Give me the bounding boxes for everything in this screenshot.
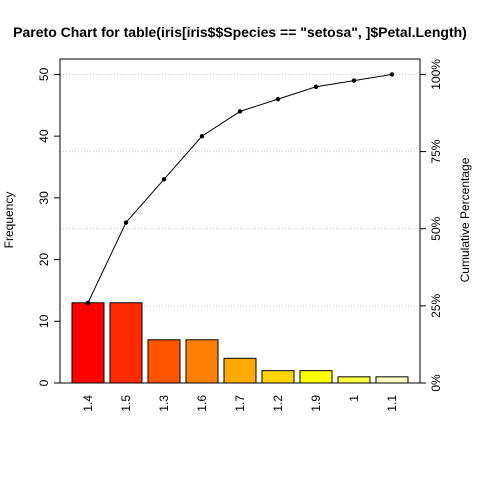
left-axis: 0 10 20 30 40 50 <box>37 67 60 386</box>
cumulative-point <box>314 85 318 89</box>
cumulative-point <box>86 301 90 305</box>
bar <box>72 303 104 383</box>
y-tick-label: 0 <box>37 379 51 386</box>
y-tick-label: 30 <box>37 191 51 205</box>
y-tick-label: 20 <box>37 253 51 267</box>
cumulative-point <box>124 220 128 224</box>
y-axis-label: Frequency <box>2 192 16 249</box>
bar <box>224 358 256 383</box>
cumulative-point <box>390 72 394 76</box>
y2-tick-label: 0% <box>429 374 443 392</box>
x-axis: 1.4 1.5 1.3 1.6 1.7 1.2 1.9 1 1.1 <box>81 395 399 412</box>
x-tick-label: 1.6 <box>195 395 209 412</box>
cumulative-point <box>238 109 242 113</box>
y2-axis-label: Cumulative Percentage <box>458 157 472 282</box>
x-tick-label: 1 <box>347 395 361 402</box>
bar <box>110 303 142 383</box>
bar <box>186 340 218 383</box>
gridlines <box>60 74 420 305</box>
cumulative-line-path <box>88 74 392 302</box>
y-tick-label: 40 <box>37 129 51 143</box>
right-axis: 0% 25% 50% 75% 100% <box>420 59 443 392</box>
x-tick-label: 1.1 <box>385 395 399 412</box>
cumulative-point <box>352 78 356 82</box>
x-tick-label: 1.4 <box>81 395 95 412</box>
cumulative-line <box>86 72 394 305</box>
cumulative-point <box>276 97 280 101</box>
x-tick-label: 1.2 <box>271 395 285 412</box>
y-tick-label: 10 <box>37 314 51 328</box>
bar <box>300 371 332 383</box>
bar <box>148 340 180 383</box>
cumulative-point <box>162 177 166 181</box>
bars <box>72 303 408 383</box>
x-tick-label: 1.5 <box>119 395 133 412</box>
y2-tick-label: 50% <box>429 216 443 240</box>
y2-tick-label: 100% <box>429 59 443 90</box>
x-tick-label: 1.3 <box>157 395 171 412</box>
chart-title: Pareto Chart for table(iris[iris$$Specie… <box>13 24 467 40</box>
bar <box>262 371 294 383</box>
x-tick-label: 1.7 <box>233 395 247 412</box>
y2-tick-label: 75% <box>429 139 443 163</box>
cumulative-point <box>200 134 204 138</box>
bar <box>338 377 370 383</box>
x-tick-label: 1.9 <box>309 395 323 412</box>
y2-tick-label: 25% <box>429 294 443 318</box>
y-tick-label: 50 <box>37 67 51 81</box>
bar <box>376 377 408 383</box>
